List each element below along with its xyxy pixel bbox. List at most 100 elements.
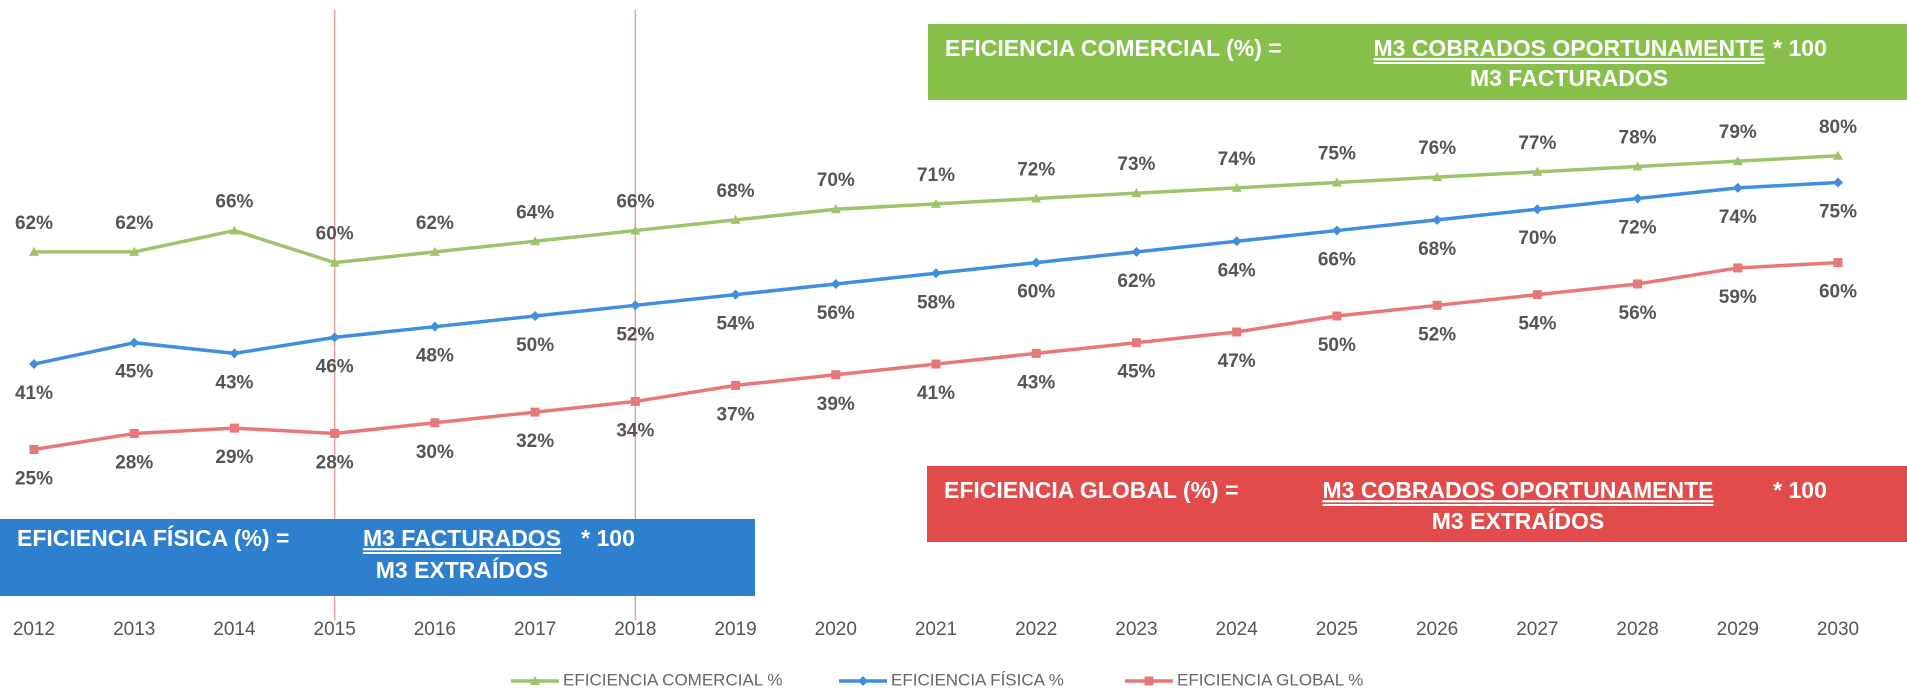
marker xyxy=(1632,161,1643,171)
data-label: 64% xyxy=(1218,260,1256,281)
marker xyxy=(1331,225,1342,236)
x-tick-label: 2030 xyxy=(1817,619,1859,640)
data-label: 74% xyxy=(1719,207,1757,228)
marker xyxy=(430,418,440,428)
x-tick-label: 2019 xyxy=(714,619,756,640)
marker xyxy=(530,236,541,246)
marker xyxy=(530,676,540,685)
x-tick-label: 2017 xyxy=(514,619,556,640)
data-label: 71% xyxy=(917,165,955,186)
data-label: 62% xyxy=(1117,271,1155,292)
data-label: 41% xyxy=(917,383,955,404)
marker xyxy=(29,359,39,370)
formula-numerator: M3 FACTURADOS xyxy=(363,525,561,551)
marker xyxy=(329,257,340,267)
marker xyxy=(730,289,741,300)
marker xyxy=(330,428,340,438)
data-label: 68% xyxy=(1418,239,1456,260)
x-tick-label: 2029 xyxy=(1717,619,1759,640)
data-label: 70% xyxy=(1518,228,1556,249)
series-line xyxy=(33,260,1839,452)
marker xyxy=(429,246,440,256)
data-label: 43% xyxy=(215,372,253,393)
marker xyxy=(858,676,868,686)
data-label: 59% xyxy=(1719,287,1757,308)
x-tick-label: 2015 xyxy=(314,619,356,640)
marker xyxy=(830,204,841,214)
marker xyxy=(1231,182,1242,192)
data-label: 34% xyxy=(616,420,654,441)
data-label: 41% xyxy=(15,383,53,404)
data-label: 64% xyxy=(516,202,554,223)
marker xyxy=(1532,290,1542,300)
data-label: 78% xyxy=(1619,127,1657,148)
marker xyxy=(29,445,39,454)
marker xyxy=(1532,204,1543,215)
x-tick-label: 2023 xyxy=(1115,619,1157,640)
marker xyxy=(1833,177,1843,188)
marker xyxy=(1732,156,1743,166)
x-tick-label: 2022 xyxy=(1015,619,1057,640)
marker xyxy=(1131,188,1142,198)
data-label: 52% xyxy=(616,324,654,345)
data-label: 73% xyxy=(1117,154,1155,175)
legend-label: EFICIENCIA COMERCIAL % xyxy=(563,670,782,689)
data-label: 45% xyxy=(1117,362,1155,383)
data-label: 52% xyxy=(1418,324,1456,345)
marker xyxy=(229,348,240,359)
data-label: 45% xyxy=(115,362,153,383)
data-label: 70% xyxy=(817,170,855,191)
marker xyxy=(630,225,641,235)
marker xyxy=(1331,177,1342,187)
data-label: 66% xyxy=(616,192,654,213)
marker xyxy=(931,198,941,208)
formula-numerator: M3 COBRADOS OPORTUNAMENTE xyxy=(1373,35,1764,61)
data-label: 39% xyxy=(817,394,855,415)
data-label: 29% xyxy=(215,447,253,468)
legend-label: EFICIENCIA FÍSICA % xyxy=(891,670,1064,689)
marker xyxy=(1532,166,1543,176)
marker xyxy=(329,332,340,343)
marker xyxy=(1332,311,1342,321)
data-label: 62% xyxy=(416,213,454,234)
data-label: 66% xyxy=(215,192,253,213)
x-tick-label: 2021 xyxy=(915,619,957,640)
x-tick-label: 2020 xyxy=(815,619,857,640)
data-label: 28% xyxy=(316,452,354,473)
data-label: 79% xyxy=(1719,122,1757,143)
data-label: 50% xyxy=(516,335,554,356)
marker xyxy=(229,225,240,235)
x-tick-label: 2027 xyxy=(1516,619,1558,640)
formula-label: EFICIENCIA FÍSICA (%) = xyxy=(17,524,289,551)
marker xyxy=(1031,193,1042,203)
data-label: 47% xyxy=(1218,351,1256,372)
data-label: 66% xyxy=(1318,250,1356,271)
data-label: 80% xyxy=(1819,117,1857,138)
data-label: 48% xyxy=(416,346,454,367)
marker xyxy=(1031,348,1041,358)
data-label: 77% xyxy=(1518,133,1556,154)
x-tick-label: 2025 xyxy=(1316,619,1358,640)
marker xyxy=(1144,676,1154,686)
marker xyxy=(830,278,841,289)
data-label: 62% xyxy=(115,213,153,234)
data-label: 60% xyxy=(1017,282,1055,303)
marker xyxy=(1733,263,1743,273)
marker xyxy=(630,300,641,311)
marker xyxy=(731,380,741,390)
marker xyxy=(1131,246,1142,257)
data-label: 37% xyxy=(717,404,755,425)
marker xyxy=(1131,338,1141,348)
data-label: 32% xyxy=(516,431,554,452)
formula-label: EFICIENCIA COMERCIAL (%) = xyxy=(945,35,1282,61)
data-label: 72% xyxy=(1017,160,1055,181)
x-tick-label: 2013 xyxy=(113,619,155,640)
data-label: 30% xyxy=(416,442,454,463)
data-label: 43% xyxy=(1017,372,1055,393)
data-label: 76% xyxy=(1418,138,1456,159)
formula-label: EFICIENCIA GLOBAL (%) = xyxy=(944,477,1239,503)
formula-factor: * 100 xyxy=(581,525,635,551)
data-label: 74% xyxy=(1218,149,1256,170)
marker xyxy=(1432,172,1443,182)
